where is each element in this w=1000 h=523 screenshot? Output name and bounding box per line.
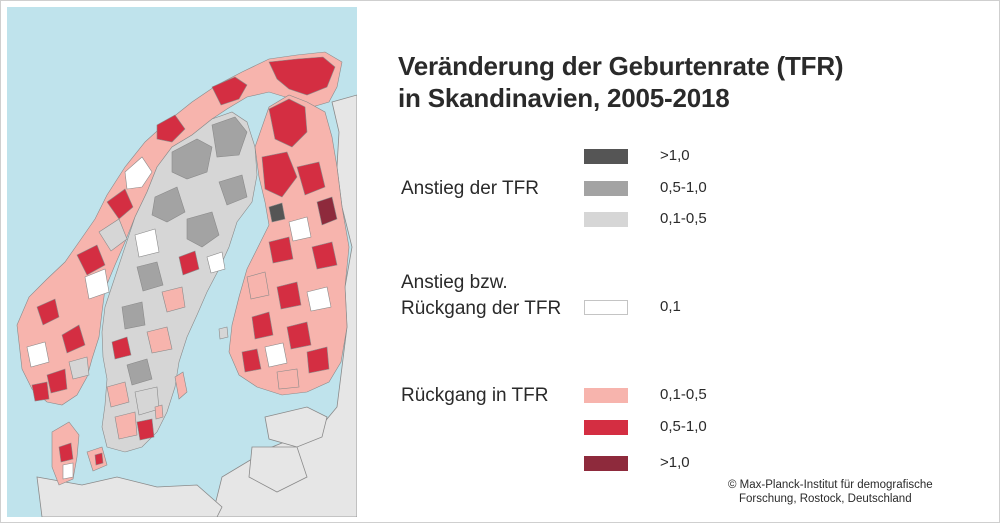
legend-swatch-decrease-high: [584, 456, 628, 471]
legend-group-increase: Anstieg der TFR: [401, 178, 539, 199]
islands: [154, 326, 229, 420]
legend-label-decrease-low: 0,1-0,5: [660, 386, 707, 403]
norway-land: [16, 51, 343, 406]
legend-neutral-line-2: Rückgang der TFR: [401, 298, 562, 319]
credit-line-2: Forschung, Rostock, Deutschland: [739, 493, 912, 505]
scandinavia-map: [7, 7, 357, 517]
legend-label-increase-mid: 0,5-1,0: [660, 179, 707, 196]
other-land: [36, 94, 357, 517]
legend-swatch-decrease-low: [584, 388, 628, 403]
legend-neutral-line-1: Anstieg bzw.: [401, 272, 508, 293]
denmark-land: [51, 421, 108, 486]
title-line-2: in Skandinavien, 2005-2018: [398, 83, 730, 113]
legend-label-increase-low: 0,1-0,5: [660, 210, 707, 227]
copyright-credit: © Max-Planck-Institut für demografische …: [728, 478, 933, 506]
legend-label-increase-high: >1,0: [660, 147, 690, 164]
legend-swatch-increase-mid: [584, 181, 628, 196]
legend-swatch-decrease-mid: [584, 420, 628, 435]
legend-label-decrease-mid: 0,5-1,0: [660, 418, 707, 435]
title-line-1: Veränderung der Geburtenrate (TFR): [398, 51, 844, 81]
credit-line-1: © Max-Planck-Institut für demografische: [728, 479, 933, 491]
sweden-land: [101, 111, 258, 453]
legend-group-decrease: Rückgang in TFR: [401, 385, 549, 406]
legend-label-neutral: 0,1: [660, 298, 681, 315]
legend-swatch-increase-low: [584, 212, 628, 227]
legend-swatch-neutral: [584, 300, 628, 315]
legend-label-decrease-high: >1,0: [660, 454, 690, 471]
finland-land: [228, 94, 350, 396]
legend-swatch-increase-high: [584, 149, 628, 164]
legend-group-neutral: Anstieg bzw. Rückgang der TFR: [401, 270, 561, 322]
map-title: Veränderung der Geburtenrate (TFR) in Sk…: [398, 50, 958, 114]
